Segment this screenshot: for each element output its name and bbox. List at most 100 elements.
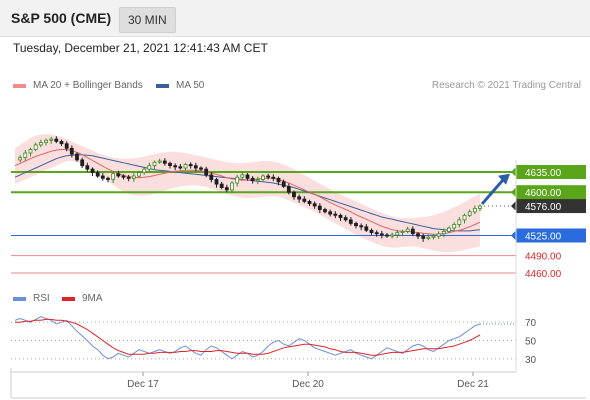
rsi-tick-label: 50	[525, 337, 537, 348]
forecast-arrow-shaft	[480, 177, 506, 206]
research-credit: Research © 2021 Trading Central	[431, 80, 581, 91]
legend-9ma-label: 9MA	[82, 293, 103, 304]
candle-body	[59, 140, 64, 145]
price-label-4635.00: 4635.00	[525, 168, 562, 179]
timeframe-button[interactable]: 30 MIN	[119, 7, 176, 33]
candle-body	[90, 168, 95, 174]
candle-body	[421, 235, 426, 239]
candle-body	[199, 167, 203, 170]
candle-body	[106, 177, 110, 180]
candle-body	[193, 165, 198, 169]
candle-body	[64, 143, 69, 149]
candle-body	[348, 219, 353, 224]
forecast-arrow-head	[498, 173, 510, 185]
price-label-4460.00: 4460.00	[525, 269, 562, 280]
candle-body	[354, 222, 358, 227]
candle-body	[261, 175, 265, 180]
candle-body	[111, 173, 116, 180]
candle-body	[121, 175, 126, 178]
price-label-box-4525.00	[516, 228, 586, 243]
candle-body	[312, 203, 317, 207]
candle-body	[379, 233, 384, 236]
candle-body	[152, 161, 157, 167]
candle-body	[116, 173, 121, 177]
candle-body	[286, 185, 291, 193]
candle-body	[85, 165, 90, 170]
candle-body	[385, 234, 389, 237]
candle-body	[343, 217, 348, 221]
price-label-tip-4525.00	[511, 230, 516, 241]
x-tick-label: Dec 21	[457, 379, 489, 390]
candle-body	[266, 175, 271, 178]
price-label-box-4635.00	[516, 165, 586, 179]
candle-body	[235, 176, 240, 184]
price-label-box-4576.00	[516, 199, 586, 214]
candle-body	[317, 205, 322, 211]
candle-body	[374, 232, 379, 235]
x-tick-label: Dec 20	[292, 379, 324, 390]
candle-body	[18, 157, 23, 161]
candle-body	[142, 168, 147, 174]
candle-body	[162, 160, 167, 164]
legend-rsi-label: RSI	[33, 293, 50, 304]
rsi-tick-label: 70	[525, 318, 537, 329]
candle-body	[28, 149, 33, 154]
candle-body	[230, 182, 234, 191]
candle-body	[214, 179, 219, 185]
candle-body	[23, 152, 28, 158]
candle-body	[224, 187, 229, 191]
candle-body	[75, 153, 79, 161]
candle-body	[54, 138, 59, 142]
candle-body	[472, 207, 477, 213]
candle-body	[219, 183, 224, 189]
candle-body	[44, 139, 48, 144]
candle-body	[245, 174, 250, 179]
candle-body	[95, 172, 100, 177]
candle-body	[447, 227, 451, 232]
candle-body	[467, 211, 472, 216]
candle-body	[333, 213, 338, 216]
candle-body	[395, 232, 400, 236]
instrument-title: S&P 500 (CME)	[11, 10, 112, 26]
candle-body	[255, 179, 260, 182]
candle-body	[240, 174, 245, 178]
candle-body	[426, 236, 431, 239]
rsi-swatch	[13, 296, 26, 301]
candle-body	[359, 225, 364, 228]
price-label-tip-4576.00	[511, 201, 516, 212]
candle-body	[405, 228, 410, 232]
candle-body	[292, 191, 296, 198]
candle-body	[338, 214, 343, 219]
rsi-series-9ma	[15, 318, 481, 356]
candle-body	[369, 229, 374, 234]
candle-body	[390, 234, 395, 237]
candle-body	[188, 164, 193, 167]
rsi-tick-label: 30	[525, 355, 537, 366]
candle-body	[410, 228, 415, 235]
candle-body	[302, 198, 307, 202]
candle-body	[307, 200, 312, 205]
legend-9ma: 9MA	[62, 293, 103, 304]
candle-body	[462, 214, 467, 221]
bollinger-swatch	[13, 83, 26, 88]
timestamp: Tuesday, December 21, 2021 12:41:43 AM C…	[13, 41, 268, 55]
candle-body	[328, 211, 333, 215]
price-label-4576.00: 4576.00	[525, 202, 562, 213]
legend-bollinger-label: MA 20 + Bollinger Bands	[33, 80, 143, 91]
ma9-swatch	[62, 296, 75, 301]
candle-body	[137, 172, 141, 177]
candle-body	[38, 142, 43, 146]
candle-body	[147, 165, 152, 170]
ma50-swatch	[156, 83, 169, 88]
candle-body	[323, 209, 327, 213]
candle-body	[131, 175, 136, 179]
candle-body	[126, 176, 131, 179]
candle-body	[416, 233, 420, 237]
x-tick-label: Dec 17	[127, 379, 159, 390]
candle-body	[250, 177, 255, 182]
candle-body	[436, 233, 441, 237]
candle-body	[457, 219, 462, 225]
candle-body	[276, 177, 281, 183]
price-label-box-4600.00	[516, 185, 586, 200]
